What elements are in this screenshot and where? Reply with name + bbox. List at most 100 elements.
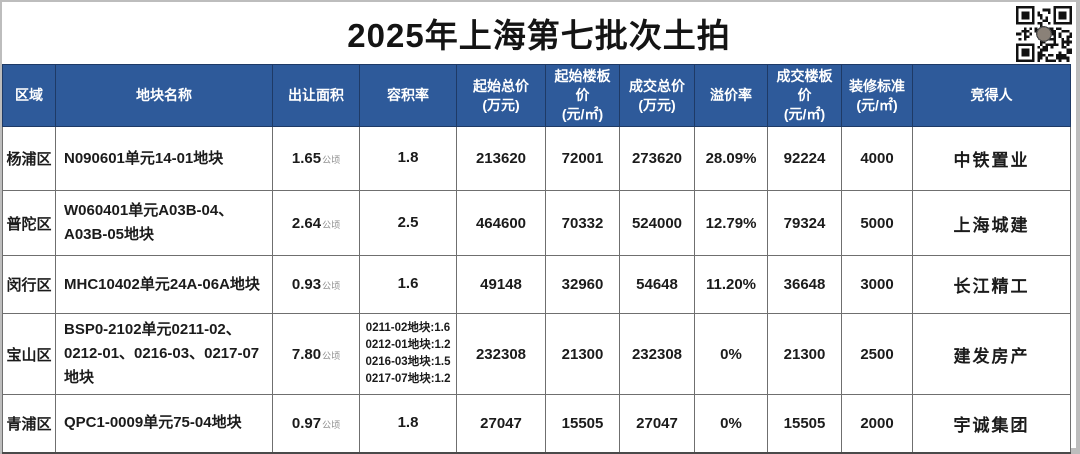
column-header-label: 溢价率 — [710, 87, 752, 104]
cell-deal-total-price: 232308 — [619, 313, 695, 395]
cell-deal-floor-price: 21300 — [767, 313, 842, 395]
area-value: 0.97 — [291, 414, 322, 432]
column-header: 容积率 — [359, 64, 457, 127]
land-auction-table: 区域 地块名称 出让面积 容积率 起始总价 (万元) 起始楼板价 (元/㎡) 成… — [2, 64, 1071, 454]
cell-start-floor-price: 72001 — [545, 126, 620, 191]
title-bar: 2025年上海第七批次土拍 — [2, 2, 1076, 64]
area-value: 0.93 — [291, 276, 322, 293]
cell-region: 闵行区 — [2, 255, 56, 314]
page-title: 2025年上海第七批次土拍 — [347, 17, 731, 54]
plot-ratio-line: 1.8 — [397, 149, 419, 167]
cell-plot-ratio: 1.6 — [359, 255, 457, 314]
column-header: 起始总价 (万元) — [456, 64, 546, 127]
cell-start-floor-price: 32960 — [545, 255, 620, 314]
cell-area: 2.64公顷 — [272, 190, 360, 256]
cell-area: 7.80公顷 — [272, 313, 360, 395]
cell-decoration-standard: 3000 — [841, 255, 913, 314]
area-value: 1.65 — [291, 150, 322, 167]
column-header: 竞得人 — [912, 64, 1071, 127]
column-header: 起始楼板价 (元/㎡) — [545, 64, 620, 127]
header-row: 区域 地块名称 出让面积 容积率 起始总价 (万元) 起始楼板价 (元/㎡) 成… — [2, 64, 1071, 127]
area-value: 7.80 — [291, 345, 322, 363]
table-row: 青浦区 QPC1-0009单元75-04地块 0.97公顷 1.8 27047 … — [2, 394, 1071, 453]
cell-plot-ratio: 0211-02地块:1.6 0212-01地块:1.2 0216-03地块:1.5 0… — [359, 313, 457, 395]
cell-deal-floor-price: 92224 — [767, 126, 842, 191]
cell-start-floor-price: 15505 — [545, 394, 620, 453]
column-header: 成交楼板价 (元/㎡) — [767, 64, 842, 127]
table-row: 普陀区 W060401单元A03B-04、A03B-05地块 2.64公顷 2.… — [2, 190, 1071, 256]
cell-plot-ratio: 1.8 — [359, 394, 457, 453]
plot-ratio-line: 0216-03地块:1.5 — [365, 356, 451, 368]
column-header-unit: (元/㎡) — [561, 105, 604, 122]
cell-premium-rate: 28.09% — [694, 126, 768, 191]
cell-start-floor-price: 21300 — [545, 313, 620, 395]
cell-start-total-price: 27047 — [456, 394, 546, 453]
column-header: 区域 — [2, 64, 56, 127]
plot-ratio-line: 0217-07地块:1.2 — [365, 373, 451, 386]
area-unit-label: 公顷 — [322, 281, 341, 291]
cell-deal-total-price: 27047 — [619, 394, 695, 453]
cell-region: 杨浦区 — [2, 126, 56, 191]
cell-winner: 宇诚集团 — [912, 394, 1071, 453]
column-header-unit: (万元) — [482, 96, 520, 113]
cell-winner: 长江精工 — [912, 255, 1071, 314]
column-header-label: 出让面积 — [288, 87, 344, 104]
area-unit-label: 公顷 — [322, 419, 341, 430]
column-header-label: 成交总价 — [629, 77, 685, 94]
cell-premium-rate: 0% — [694, 394, 768, 453]
area-value: 2.64 — [291, 214, 322, 232]
column-header: 地块名称 — [55, 64, 273, 127]
cell-plot-ratio: 2.5 — [359, 190, 457, 256]
column-header-label: 装修标准 — [849, 77, 905, 94]
table-header: 区域 地块名称 出让面积 容积率 起始总价 (万元) 起始楼板价 (元/㎡) 成… — [2, 64, 1071, 127]
cell-start-total-price: 213620 — [456, 126, 546, 191]
column-header: 溢价率 — [694, 64, 768, 127]
cell-decoration-standard: 4000 — [841, 126, 913, 191]
cell-deal-floor-price: 36648 — [767, 255, 842, 314]
plot-ratio-line: 2.5 — [397, 213, 419, 231]
table-row: 闵行区 MHC10402单元24A-06A地块 0.93公顷 1.6 49148… — [2, 255, 1071, 314]
table-row: 宝山区 BSP0-2102单元0211-02、0212-01、0216-03、0… — [2, 313, 1071, 395]
cell-decoration-standard: 2000 — [841, 394, 913, 453]
plot-ratio-line: 0211-02地块:1.6 — [365, 321, 451, 334]
cell-winner: 上海城建 — [912, 190, 1071, 256]
column-header: 成交总价 (万元) — [619, 64, 695, 127]
table-row: 杨浦区 N090601单元14-01地块 1.65公顷 1.8 213620 7… — [2, 126, 1071, 191]
cell-premium-rate: 0% — [694, 313, 768, 395]
plot-ratio-line: 0212-01地块:1.2 — [365, 338, 451, 351]
cell-start-total-price: 232308 — [456, 313, 546, 395]
column-header-label: 容积率 — [387, 87, 429, 104]
cell-region: 普陀区 — [2, 190, 56, 256]
column-header-label: 起始楼板价 — [554, 68, 611, 104]
cell-decoration-standard: 5000 — [841, 190, 913, 256]
area-unit-label: 公顷 — [322, 155, 341, 165]
cell-plot-ratio: 1.8 — [359, 126, 457, 191]
column-header: 装修标准 (元/㎡) — [841, 64, 913, 127]
qr-code — [1016, 6, 1072, 62]
plot-ratio-line: 1.8 — [397, 414, 419, 431]
cell-start-total-price: 49148 — [456, 255, 546, 314]
cell-plot-name: MHC10402单元24A-06A地块 — [55, 255, 273, 314]
column-header-unit: (万元) — [638, 96, 676, 113]
cell-start-total-price: 464600 — [456, 190, 546, 256]
cell-region: 青浦区 — [2, 394, 56, 453]
cell-decoration-standard: 2500 — [841, 313, 913, 395]
cell-start-floor-price: 70332 — [545, 190, 620, 256]
column-header-label: 地块名称 — [136, 87, 192, 104]
area-unit-label: 公顷 — [322, 219, 341, 230]
cell-deal-total-price: 524000 — [619, 190, 695, 256]
cell-deal-floor-price: 79324 — [767, 190, 842, 256]
column-header: 出让面积 — [272, 64, 360, 127]
cell-premium-rate: 11.20% — [694, 255, 768, 314]
column-header-label: 成交楼板价 — [776, 68, 833, 104]
plot-ratio-line: 1.6 — [397, 275, 419, 293]
cell-plot-name: BSP0-2102单元0211-02、0212-01、0216-03、0217-… — [55, 313, 273, 395]
cell-region: 宝山区 — [2, 313, 56, 395]
cell-plot-name: N090601单元14-01地块 — [55, 126, 273, 191]
cell-area: 1.65公顷 — [272, 126, 360, 191]
column-header-unit: (元/㎡) — [783, 105, 826, 122]
cell-winner: 建发房产 — [912, 313, 1071, 395]
cell-deal-total-price: 273620 — [619, 126, 695, 191]
cell-winner: 中铁置业 — [912, 126, 1071, 191]
